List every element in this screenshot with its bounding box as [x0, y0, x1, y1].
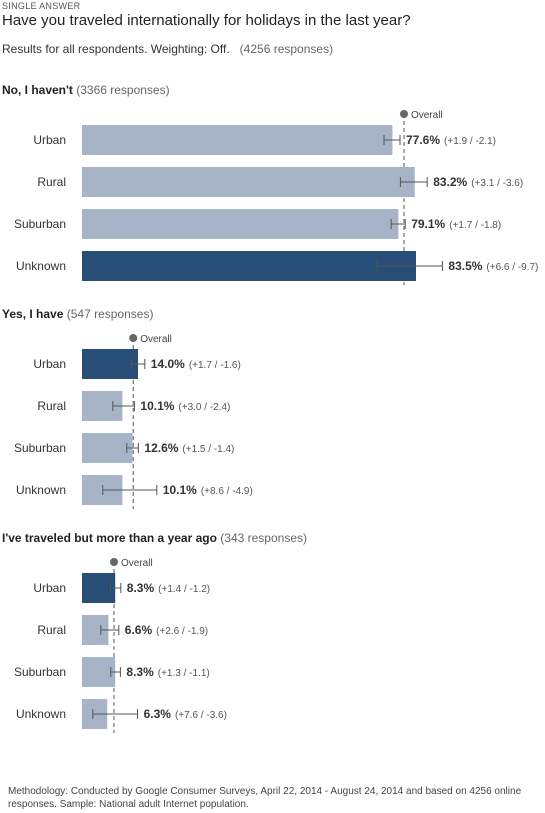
overall-marker-dot [400, 110, 408, 118]
value-label: 12.6% [144, 441, 178, 455]
question-title: Have you traveled internationally for ho… [2, 12, 411, 29]
value-label: 8.3% [126, 665, 154, 679]
overall-label: Overall [411, 110, 443, 121]
category-label: Suburban [14, 441, 66, 455]
group-title: Yes, I have [2, 307, 64, 321]
group-heading-no: No, I haven't (3366 responses) [2, 83, 170, 97]
value-label: 14.0% [151, 357, 185, 371]
overall-marker-dot [129, 334, 138, 342]
category-label: Urban [33, 581, 66, 595]
value-label: 79.1% [411, 217, 445, 231]
error-margin-label: (+1.3 / -1.1) [158, 668, 210, 679]
category-label: Suburban [14, 217, 66, 231]
error-margin-label: (+1.9 / -2.1) [444, 136, 496, 147]
overall-label: Overall [121, 558, 153, 569]
bar [82, 433, 133, 463]
group-title: I've traveled but more than a year ago [2, 531, 217, 545]
overall-label: Overall [140, 334, 172, 345]
category-label: Rural [37, 623, 66, 637]
category-label: Rural [37, 175, 66, 189]
group-responses: (547 responses) [66, 307, 154, 321]
overall-marker-dot [110, 558, 118, 566]
value-label: 6.3% [144, 707, 172, 721]
total-responses: (4256 responses) [239, 42, 334, 56]
value-label: 83.2% [433, 175, 467, 189]
bar [82, 349, 138, 379]
group-heading-earlier: I've traveled but more than a year ago (… [2, 531, 307, 545]
bar [82, 167, 415, 197]
error-margin-label: (+7.6 / -3.6) [175, 710, 227, 721]
bar [82, 125, 393, 155]
error-margin-label: (+1.7 / -1.8) [449, 220, 501, 231]
question-type-label: SINGLE ANSWER [2, 1, 81, 11]
bar [82, 251, 416, 281]
value-label: 10.1% [140, 399, 174, 413]
value-label: 83.5% [448, 259, 482, 273]
group-title: No, I haven't [2, 83, 73, 97]
error-margin-label: (+8.6 / -4.9) [201, 486, 253, 497]
category-label: Urban [33, 357, 66, 371]
error-margin-label: (+2.6 / -1.9) [156, 626, 208, 637]
bar [82, 209, 399, 239]
error-margin-label: (+3.0 / -2.4) [178, 402, 230, 413]
value-label: 10.1% [163, 483, 197, 497]
bar [82, 657, 116, 687]
error-margin-label: (+1.7 / -1.6) [189, 360, 241, 371]
results-chart: Overall Urban 77.6% (+1.9 / -2.1) Rural 83.2%… [14, 110, 538, 733]
group-responses: (3366 responses) [76, 83, 170, 97]
weighting-label: Results for all respondents. Weighting: … [2, 42, 230, 56]
group-responses: (343 responses) [220, 531, 307, 545]
error-margin-label: (+1.5 / -1.4) [182, 444, 234, 455]
value-label: 77.6% [406, 133, 440, 147]
category-label: Suburban [14, 665, 66, 679]
group-heading-yes: Yes, I have (547 responses) [2, 307, 153, 321]
methodology-note: Methodology: Conducted by Google Consume… [8, 786, 522, 810]
category-label: Rural [37, 399, 66, 413]
category-label: Unknown [16, 483, 66, 497]
category-label: Unknown [16, 707, 66, 721]
error-margin-label: (+1.4 / -1.2) [158, 584, 210, 595]
bar [82, 573, 116, 603]
category-label: Unknown [16, 259, 66, 273]
error-margin-label: (+3.1 / -3.6) [471, 178, 523, 189]
value-label: 8.3% [127, 581, 155, 595]
error-margin-label: (+6.6 / -9.7) [486, 262, 538, 273]
results-summary: Results for all respondents. Weighting: … [2, 42, 333, 56]
value-label: 6.6% [125, 623, 153, 637]
category-label: Urban [33, 133, 66, 147]
